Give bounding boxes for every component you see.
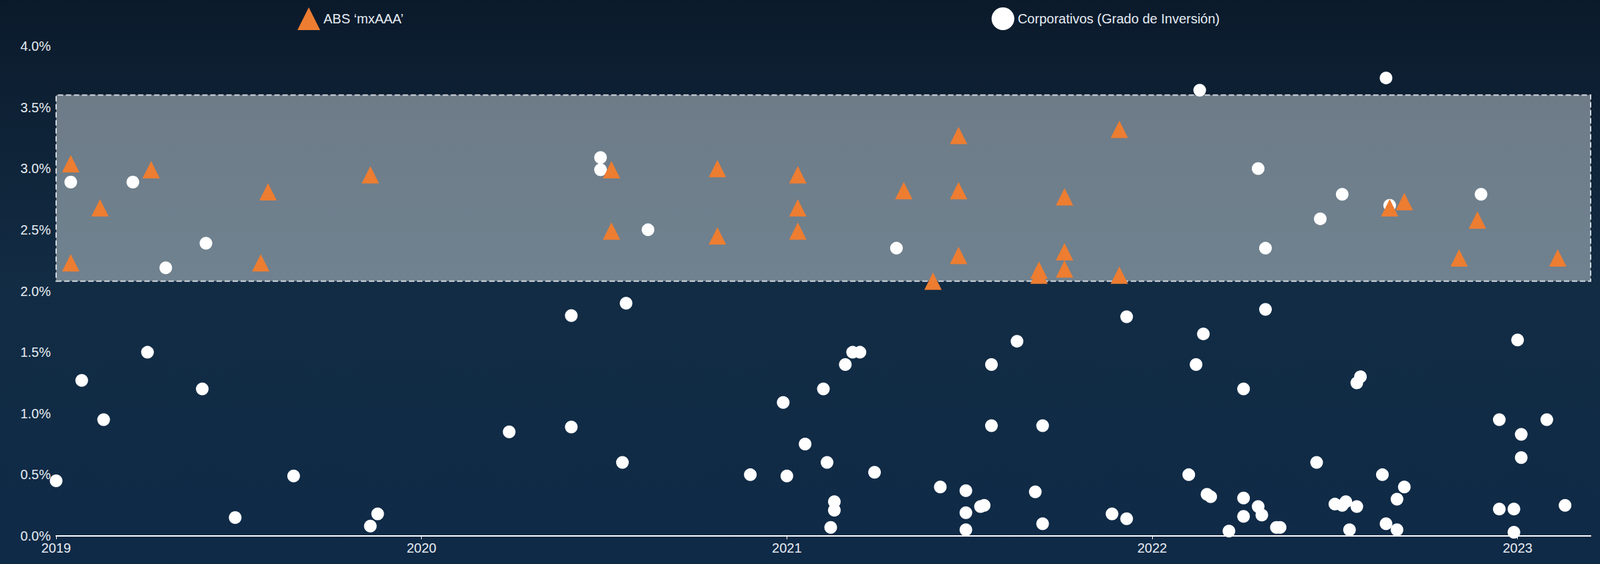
svg-text:0.0%: 0.0%: [20, 528, 51, 544]
svg-text:2.5%: 2.5%: [20, 222, 51, 238]
svg-text:3.5%: 3.5%: [20, 100, 51, 115]
svg-text:2.0%: 2.0%: [20, 284, 51, 299]
svg-text:Corporativos (Grado de Inversi: Corporativos (Grado de Inversión): [1017, 11, 1220, 27]
svg-text:2020: 2020: [406, 540, 437, 556]
svg-text:2023: 2023: [1502, 540, 1533, 556]
svg-text:4.0%: 4.0%: [20, 38, 51, 54]
svg-text:2022: 2022: [1137, 540, 1168, 556]
svg-text:3.0%: 3.0%: [20, 161, 51, 176]
svg-text:2019: 2019: [41, 540, 72, 556]
svg-text:1.0%: 1.0%: [20, 406, 51, 422]
svg-text:1.5%: 1.5%: [20, 344, 51, 360]
svg-text:0.5%: 0.5%: [20, 467, 51, 482]
svg-text:2021: 2021: [771, 540, 803, 556]
svg-text:ABS ‘mxAAA’: ABS ‘mxAAA’: [323, 11, 404, 27]
